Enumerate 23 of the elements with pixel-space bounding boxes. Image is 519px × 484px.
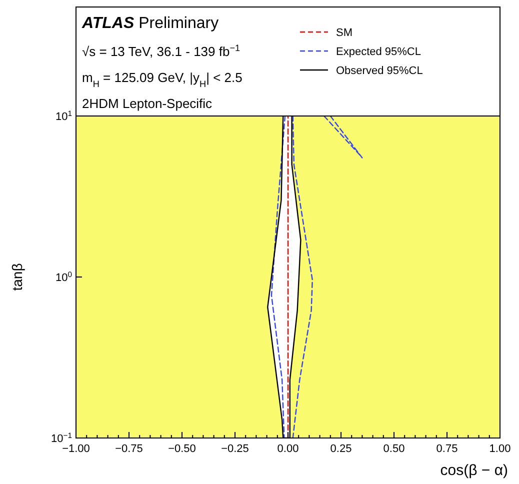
legend-label: Expected 95%CL xyxy=(336,46,421,58)
x-tick-label: 1.00 xyxy=(489,443,511,455)
legend-label: Observed 95%CL xyxy=(336,65,423,77)
chart-title: ATLAS Preliminary xyxy=(81,15,219,32)
x-tick-label: 0.25 xyxy=(330,443,352,455)
x-axis-title: cos(β − α) xyxy=(440,462,508,479)
x-tick-label: 0.75 xyxy=(436,443,458,455)
line-series xyxy=(292,116,313,438)
y-tick-label: 10$^{0}$ xyxy=(55,270,72,284)
text: 2HDM Lepton-Specific xyxy=(82,96,213,111)
line-series xyxy=(270,116,286,438)
text: √s = 13 TeV, 36.1 - 139 fb$^{−1}$ xyxy=(82,43,240,59)
text: m$_{H}$ = 125.09 GeV, |y$_{H}$| < 2.5 xyxy=(82,70,242,89)
x-tick-label: −1.00 xyxy=(62,443,90,455)
x-tick-label: −0.25 xyxy=(221,443,249,455)
legend-label: SM xyxy=(336,27,352,39)
y-tick-label: 10$^{−1}$ xyxy=(50,430,72,445)
x-tick-label: 0.50 xyxy=(383,443,405,455)
y-tick-label: 10$^{1}$ xyxy=(55,108,72,123)
x-tick-label: −0.75 xyxy=(115,443,143,455)
y-axis-title: tanβ xyxy=(9,263,25,291)
x-tick-label: −0.50 xyxy=(168,443,196,455)
x-tick-label: 0.00 xyxy=(277,443,299,455)
